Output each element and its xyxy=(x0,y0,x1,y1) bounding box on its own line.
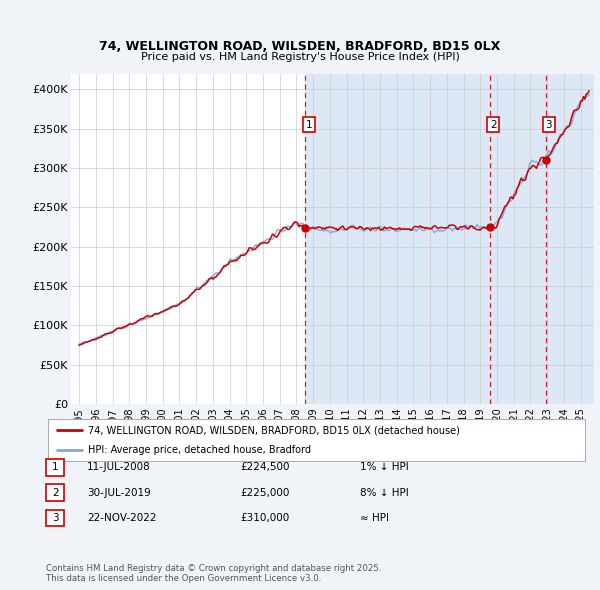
Text: 3: 3 xyxy=(545,120,552,130)
Text: £224,500: £224,500 xyxy=(240,463,290,472)
Text: 22-NOV-2022: 22-NOV-2022 xyxy=(87,513,157,523)
Text: 11-JUL-2008: 11-JUL-2008 xyxy=(87,463,151,472)
Text: 1: 1 xyxy=(52,463,59,472)
Text: Contains HM Land Registry data © Crown copyright and database right 2025.
This d: Contains HM Land Registry data © Crown c… xyxy=(46,563,382,583)
Text: HPI: Average price, detached house, Bradford: HPI: Average price, detached house, Brad… xyxy=(88,445,311,455)
Text: 74, WELLINGTON ROAD, WILSDEN, BRADFORD, BD15 0LX (detached house): 74, WELLINGTON ROAD, WILSDEN, BRADFORD, … xyxy=(88,425,460,435)
Bar xyxy=(305,74,594,404)
Text: 2: 2 xyxy=(490,120,497,130)
Text: Price paid vs. HM Land Registry's House Price Index (HPI): Price paid vs. HM Land Registry's House … xyxy=(140,53,460,62)
Text: 74, WELLINGTON ROAD, WILSDEN, BRADFORD, BD15 0LX: 74, WELLINGTON ROAD, WILSDEN, BRADFORD, … xyxy=(100,40,500,53)
Text: 3: 3 xyxy=(52,513,59,523)
Text: 1: 1 xyxy=(305,120,312,130)
Text: ≈ HPI: ≈ HPI xyxy=(360,513,389,523)
Text: 30-JUL-2019: 30-JUL-2019 xyxy=(87,488,151,497)
Text: 1% ↓ HPI: 1% ↓ HPI xyxy=(360,463,409,472)
Text: 8% ↓ HPI: 8% ↓ HPI xyxy=(360,488,409,497)
Text: 2: 2 xyxy=(52,488,59,497)
Text: £225,000: £225,000 xyxy=(240,488,289,497)
Text: £310,000: £310,000 xyxy=(240,513,289,523)
